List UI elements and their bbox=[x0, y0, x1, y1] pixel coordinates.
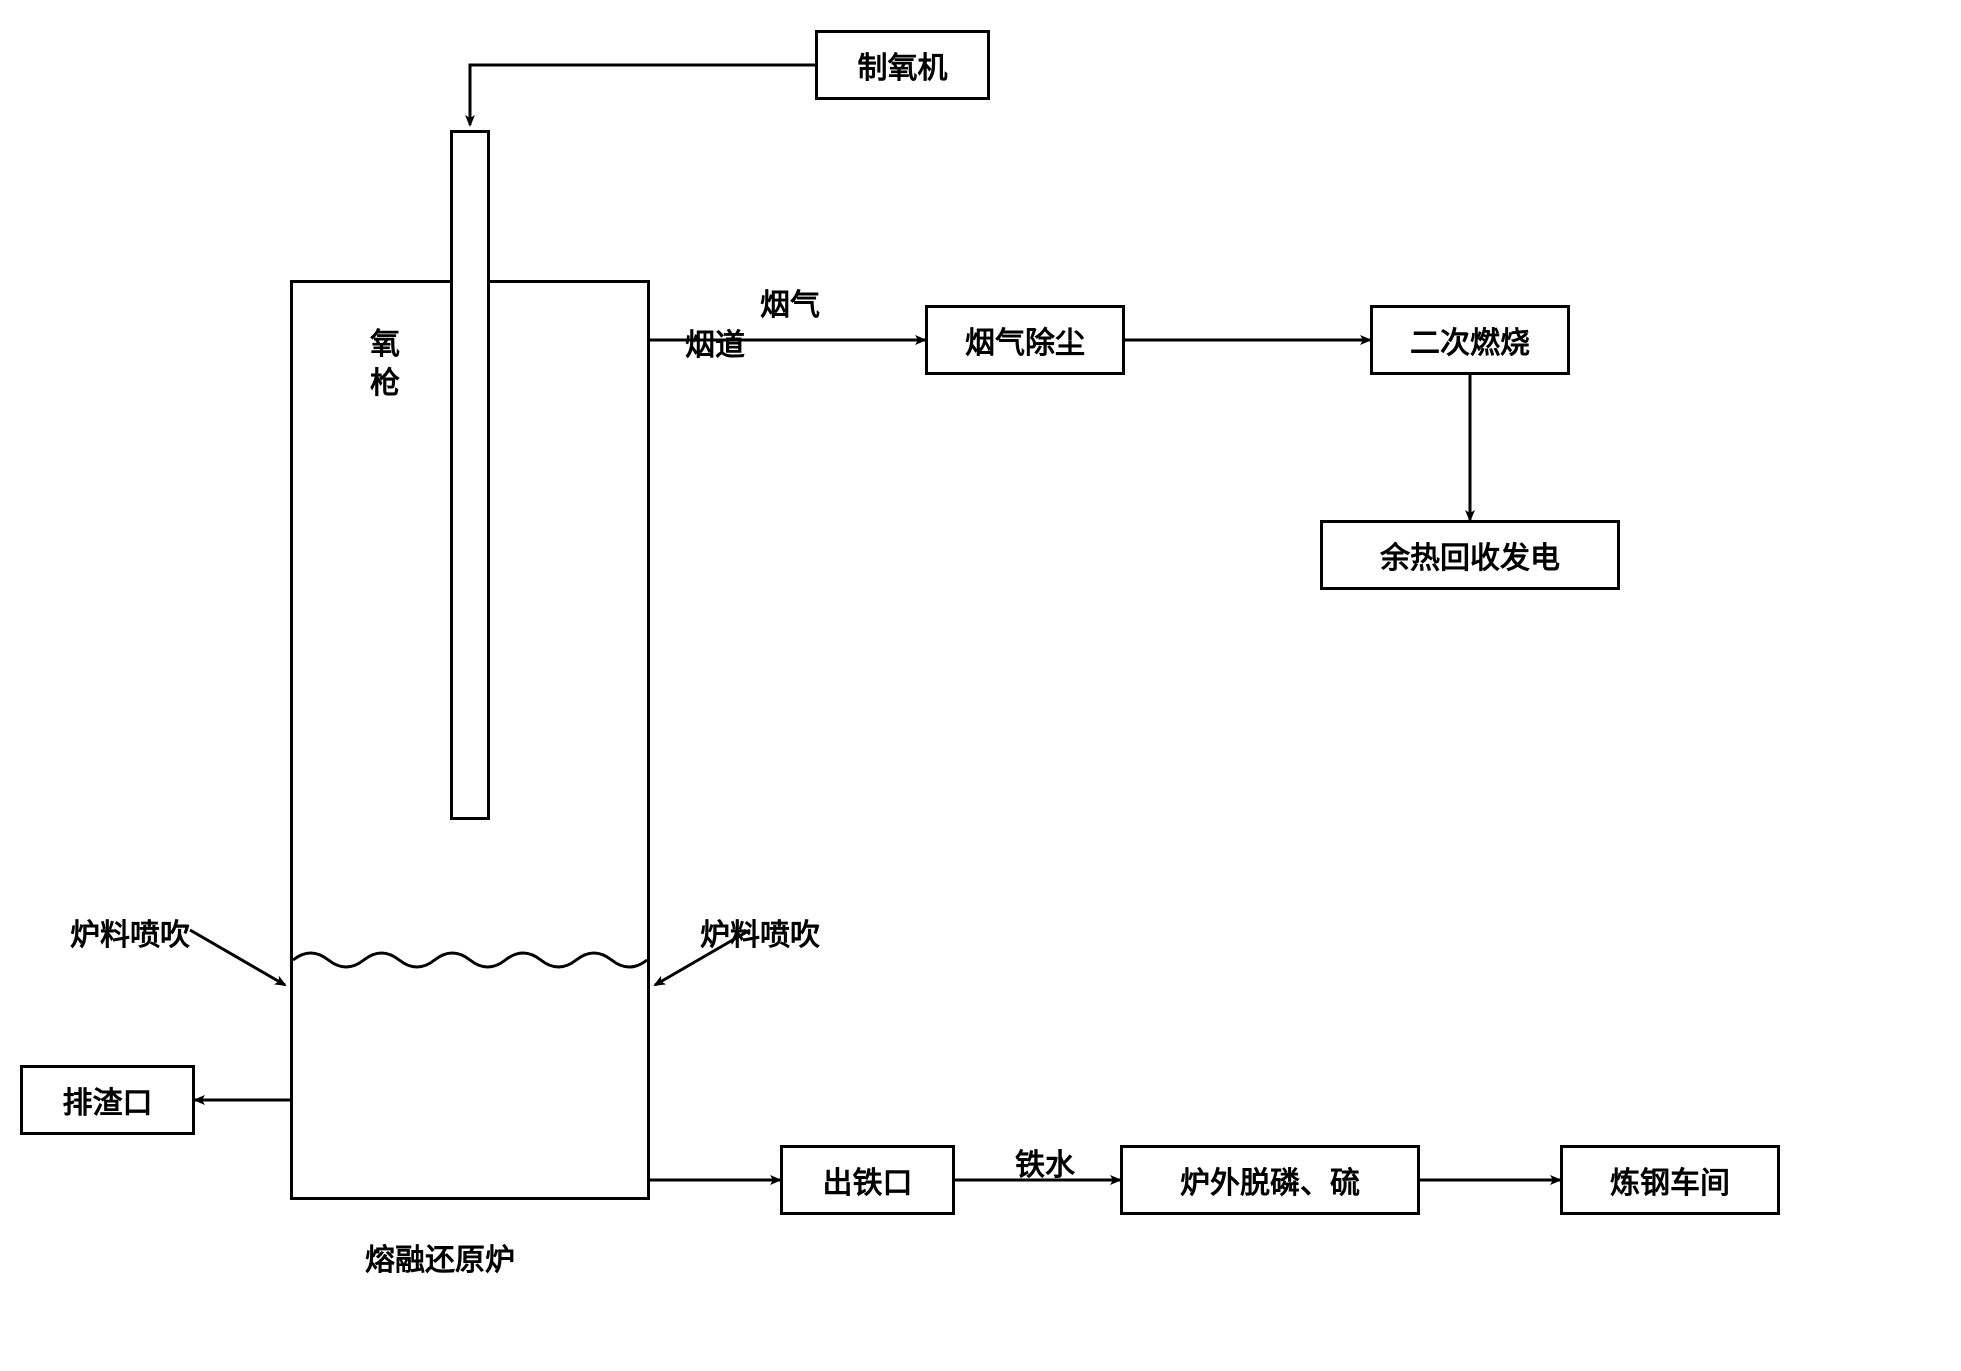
heat-recovery-box: 余热回收发电 bbox=[1320, 520, 1620, 590]
desulfur-label: 炉外脱磷、硫 bbox=[1180, 1158, 1360, 1202]
inject-left-arrow bbox=[190, 930, 285, 985]
furnace-caption: 熔融还原炉 bbox=[365, 1235, 515, 1279]
dust-removal-box: 烟气除尘 bbox=[925, 305, 1125, 375]
oxygen-lance bbox=[450, 130, 490, 820]
flue-duct-label: 烟道 bbox=[685, 320, 745, 364]
steel-shop-box: 炼钢车间 bbox=[1560, 1145, 1780, 1215]
iron-outlet-label: 出铁口 bbox=[823, 1158, 913, 1202]
inject-right-label: 炉料喷吹 bbox=[700, 910, 820, 954]
iron-outlet-box: 出铁口 bbox=[780, 1145, 955, 1215]
oxygen-lance-label: 氧 枪 bbox=[370, 325, 400, 403]
desulfur-box: 炉外脱磷、硫 bbox=[1120, 1145, 1420, 1215]
secondary-burn-label: 二次燃烧 bbox=[1410, 318, 1530, 362]
oxygen-maker-box: 制氧机 bbox=[815, 30, 990, 100]
slag-outlet-box: 排渣口 bbox=[20, 1065, 195, 1135]
iron-water-label: 铁水 bbox=[1015, 1140, 1075, 1184]
dust-removal-label: 烟气除尘 bbox=[965, 318, 1085, 362]
inject-left-label: 炉料喷吹 bbox=[70, 910, 190, 954]
flue-gas-label: 烟气 bbox=[760, 280, 820, 324]
heat-recovery-label: 余热回收发电 bbox=[1380, 533, 1560, 577]
slag-outlet-label: 排渣口 bbox=[63, 1078, 153, 1122]
oxygen-maker-label: 制氧机 bbox=[858, 43, 948, 87]
secondary-burn-box: 二次燃烧 bbox=[1370, 305, 1570, 375]
steel-shop-label: 炼钢车间 bbox=[1610, 1158, 1730, 1202]
o2-to-lance-arrow bbox=[470, 65, 815, 125]
